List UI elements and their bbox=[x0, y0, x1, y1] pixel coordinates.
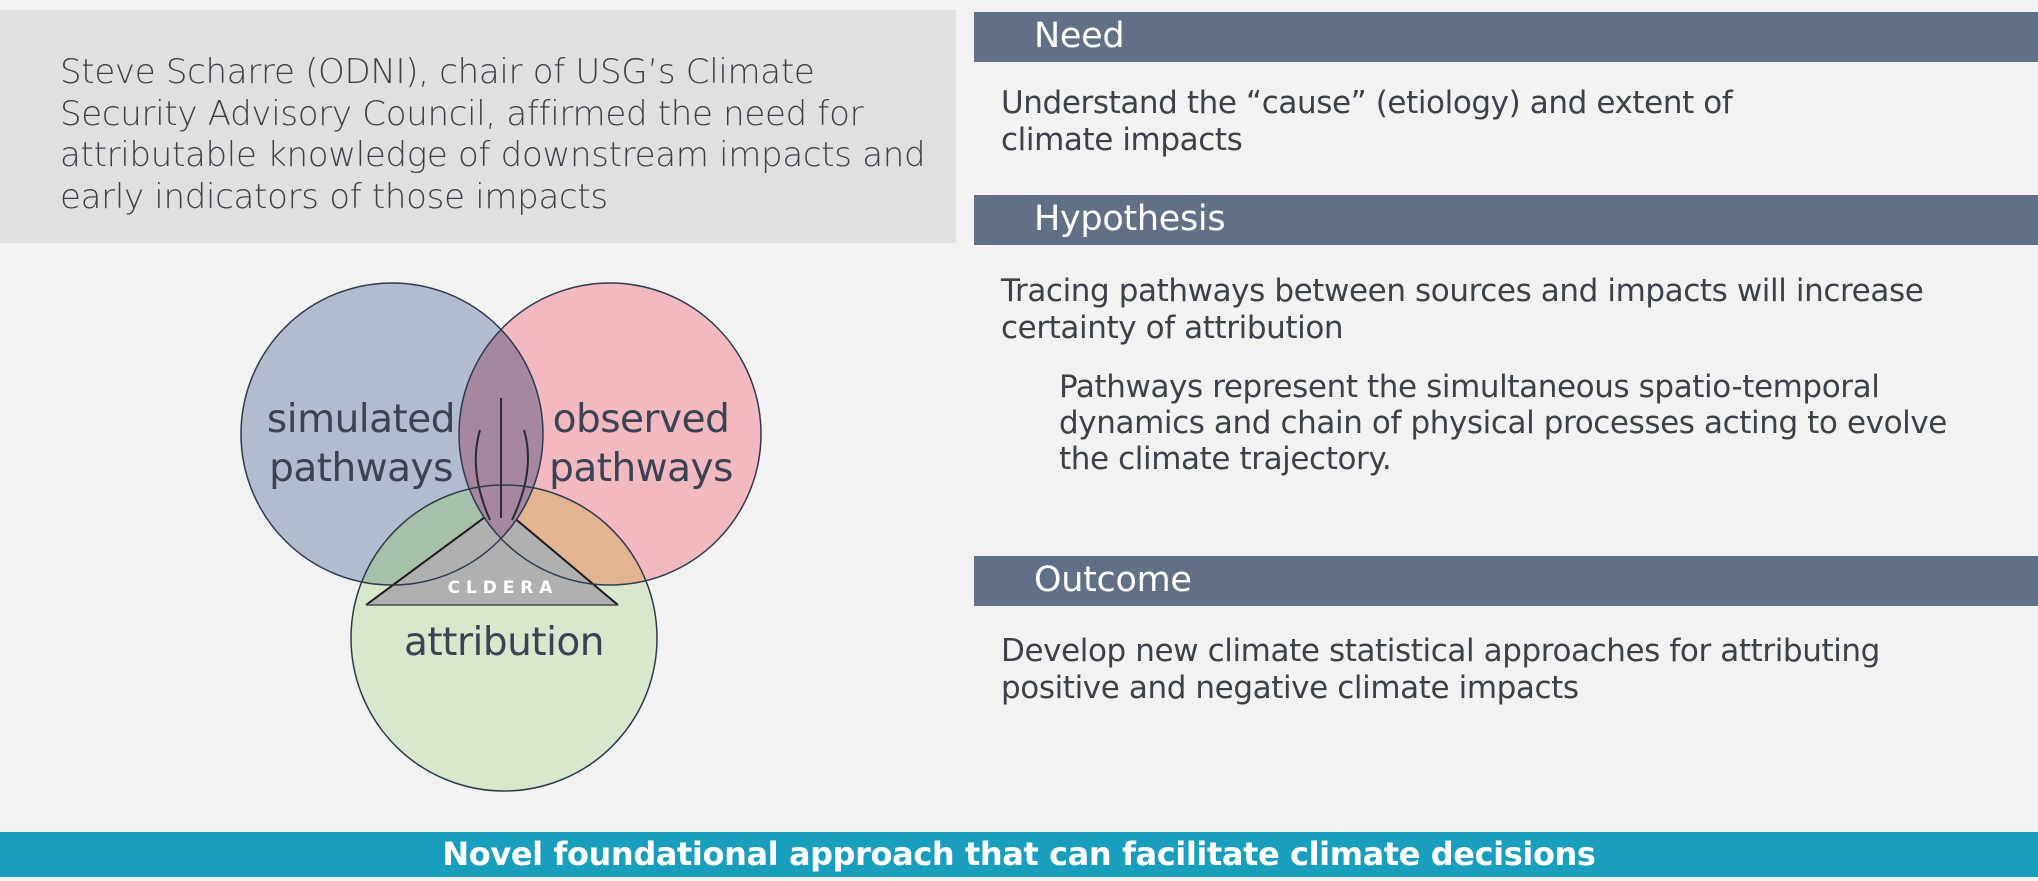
lens-stroke-left bbox=[474, 429, 491, 521]
simulated-label-line2: pathways bbox=[269, 446, 453, 491]
outcome-text-line2: positive and negative climate impacts bbox=[1001, 670, 1579, 706]
hypothesis-header: Hypothesis bbox=[974, 195, 2038, 245]
venn-diagram: simulated pathways observed pathways att… bbox=[240, 282, 762, 792]
hypothesis-detail-line1: Pathways represent the simultaneous spat… bbox=[1059, 369, 1880, 405]
observed-pathways-outline bbox=[458, 282, 762, 586]
need-title: Need bbox=[1034, 16, 1125, 56]
hypothesis-detail-line2: dynamics and chain of physical processes… bbox=[1059, 405, 1947, 441]
need-header: Need bbox=[974, 12, 2038, 62]
hypothesis-detail-line3: the climate trajectory. bbox=[1059, 441, 1392, 477]
attribution-label: attribution bbox=[404, 620, 604, 665]
observed-label-line2: pathways bbox=[549, 446, 733, 491]
hypothesis-text-line1: Tracing pathways between sources and imp… bbox=[1001, 273, 1924, 309]
outcome-header: Outcome bbox=[974, 556, 2038, 606]
need-text-line1: Understand the “cause” (etiology) and ex… bbox=[1001, 85, 1733, 121]
outcome-text-line1: Develop new climate statistical approach… bbox=[1001, 633, 1880, 669]
attribution-outline bbox=[350, 484, 658, 792]
lens-stroke-right bbox=[511, 429, 529, 521]
simulated-pathways-outline bbox=[240, 282, 544, 586]
outcome-title: Outcome bbox=[1034, 560, 1192, 600]
simulated-label-line1: simulated bbox=[267, 397, 455, 442]
cldera-logo-text: C L D E R A bbox=[448, 578, 554, 598]
need-text-line2: climate impacts bbox=[1001, 122, 1243, 158]
observed-label-line1: observed bbox=[553, 397, 730, 442]
quote-box bbox=[0, 10, 956, 243]
footer-text: Novel foundational approach that can fac… bbox=[442, 835, 1596, 873]
footer-divider bbox=[0, 877, 2038, 881]
quote-text: Steve Scharre (ODNI), chair of USG’s Cli… bbox=[60, 52, 926, 217]
footer-banner: Novel foundational approach that can fac… bbox=[0, 832, 2038, 877]
hypothesis-title: Hypothesis bbox=[1034, 199, 1226, 239]
overlap-observed-attribution bbox=[459, 485, 657, 585]
hypothesis-text-line2: certainty of attribution bbox=[1001, 310, 1344, 346]
